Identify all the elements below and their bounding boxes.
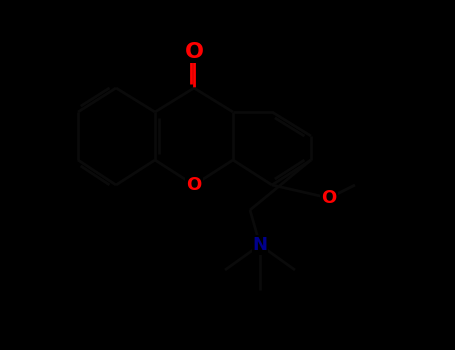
Text: O: O <box>321 189 337 207</box>
Text: N: N <box>253 236 268 254</box>
Text: O: O <box>184 42 203 62</box>
Text: O: O <box>187 176 202 194</box>
